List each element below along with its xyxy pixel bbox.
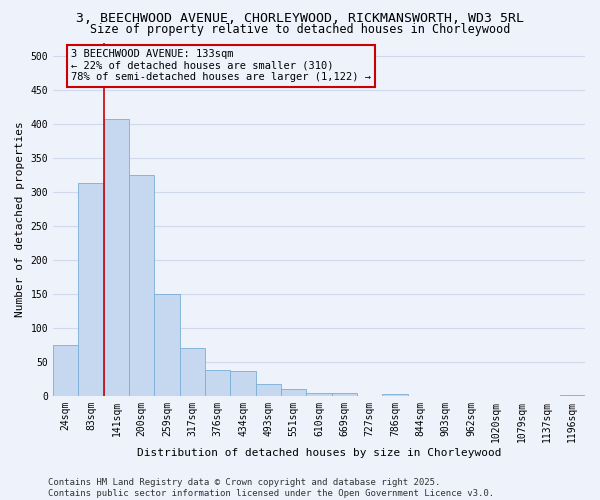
Bar (53, 345, 79, 396)
Text: Contains HM Land Registry data © Crown copyright and database right 2025.
Contai: Contains HM Land Registry data © Crown c… (48, 478, 494, 498)
Text: 3 BEECHWOOD AVENUE: 133sqm
← 22% of detached houses are smaller (310)
78% of sem: 3 BEECHWOOD AVENUE: 133sqm ← 22% of deta… (71, 50, 371, 82)
Bar (307, 392, 332, 396)
Bar (205, 370, 230, 396)
Bar (129, 175, 154, 396)
Bar (256, 384, 281, 396)
Bar (281, 389, 307, 396)
Bar (154, 294, 179, 396)
Y-axis label: Number of detached properties: Number of detached properties (15, 122, 25, 317)
Bar (382, 394, 407, 396)
Text: Size of property relative to detached houses in Chorleywood: Size of property relative to detached ho… (90, 22, 510, 36)
Bar (104, 118, 129, 396)
Bar (230, 372, 256, 396)
Bar (179, 348, 205, 396)
X-axis label: Distribution of detached houses by size in Chorleywood: Distribution of detached houses by size … (137, 448, 501, 458)
Bar (560, 394, 585, 396)
Bar (79, 183, 104, 396)
Bar (332, 392, 357, 396)
Text: 3, BEECHWOOD AVENUE, CHORLEYWOOD, RICKMANSWORTH, WD3 5RL: 3, BEECHWOOD AVENUE, CHORLEYWOOD, RICKMA… (76, 12, 524, 26)
